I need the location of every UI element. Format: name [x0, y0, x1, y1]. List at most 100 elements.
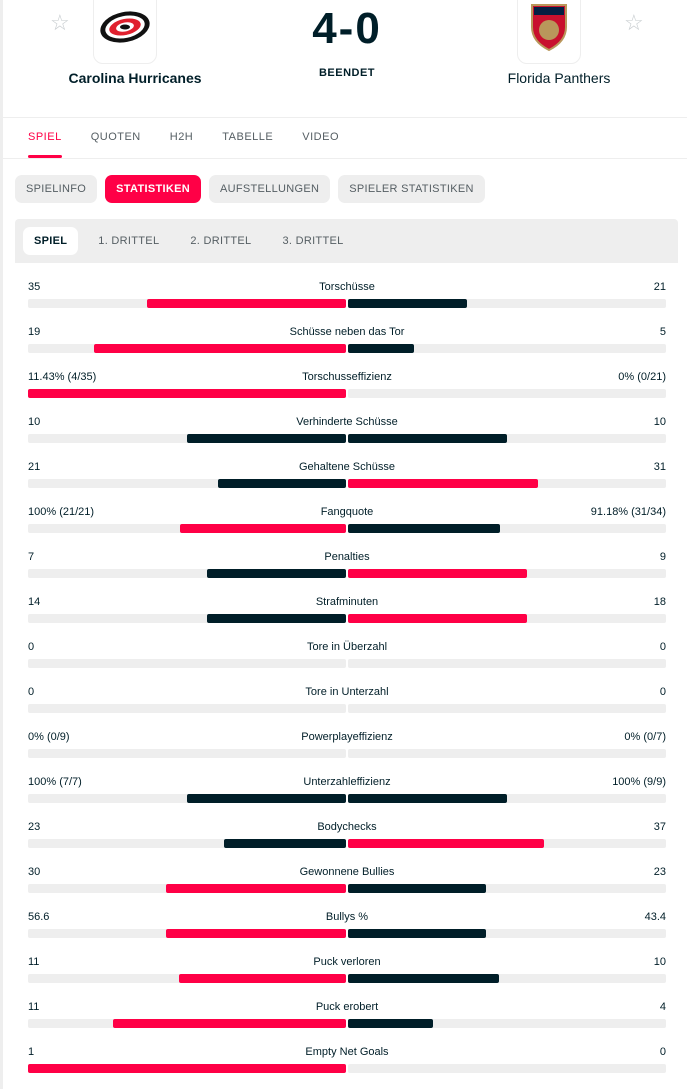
away-bar-track [348, 929, 666, 938]
home-value: 0 [28, 686, 35, 698]
away-value: 100% (9/9) [612, 776, 666, 788]
stat-name: Gewonnene Bullies [299, 866, 395, 878]
tab-h2h[interactable]: H2H [169, 131, 194, 143]
home-value: 10 [28, 416, 41, 428]
stats-list: 35 Torschüsse 21 19 Schüsse neben das To… [28, 280, 666, 1090]
away-value: 0% (0/7) [624, 731, 666, 743]
home-bar-fill [224, 839, 346, 848]
away-value: 37 [653, 821, 666, 833]
away-value: 0% (0/21) [618, 371, 666, 383]
home-bar-track [28, 1064, 346, 1073]
stat-name: Tore in Überzahl [306, 641, 388, 653]
away-bar-track [348, 974, 666, 983]
home-bar-track [28, 704, 346, 713]
stat-row: 0 Tore in Überzahl 0 [28, 640, 666, 685]
stat-row: 7 Penalties 9 [28, 550, 666, 595]
home-bar-fill [206, 569, 346, 578]
stat-row: 23 Bodychecks 37 [28, 820, 666, 865]
stat-row: 35 Torschüsse 21 [28, 280, 666, 325]
away-bar-fill [348, 794, 507, 803]
pill-statistiken[interactable]: STATISTIKEN [105, 175, 201, 203]
favorite-away-star-icon[interactable]: ☆ [624, 10, 644, 35]
home-bar-track [28, 389, 346, 398]
tab-tabelle[interactable]: TABELLE [222, 131, 274, 143]
divider [3, 117, 687, 118]
home-bar-track [28, 344, 346, 353]
home-bar-track [28, 839, 346, 848]
home-value: 11 [28, 956, 40, 968]
section-pills: SPIELINFO STATISTIKEN AUFSTELLUNGEN SPIE… [15, 175, 485, 203]
home-bar-track [28, 569, 346, 578]
stat-name: Fangquote [320, 506, 374, 518]
period-tab-3[interactable]: 3. DRITTEL [282, 235, 344, 247]
stat-name: Puck erobert [315, 1001, 379, 1013]
stat-name: Puck verloren [313, 956, 381, 968]
home-value: 100% (21/21) [28, 506, 95, 518]
home-bar-track [28, 974, 346, 983]
home-bar-track [28, 884, 346, 893]
favorite-home-star-icon[interactable]: ☆ [50, 10, 70, 35]
away-bar-fill [348, 524, 500, 533]
stat-name: Torschusseffizienz [302, 371, 392, 383]
tab-spiel[interactable]: SPIEL [28, 131, 62, 158]
tab-quoten[interactable]: QUOTEN [90, 131, 141, 143]
away-bar-track [348, 299, 666, 308]
home-value: 0% (0/9) [28, 731, 70, 743]
away-value: 23 [653, 866, 666, 878]
stat-row: 30 Gewonnene Bullies 23 [28, 865, 666, 910]
away-bar-fill [348, 614, 527, 623]
stat-row: 14 Strafminuten 18 [28, 595, 666, 640]
period-tab-spiel[interactable]: SPIEL [23, 227, 79, 255]
pill-spielinfo[interactable]: SPIELINFO [15, 175, 98, 203]
period-tab-1[interactable]: 1. DRITTEL [98, 235, 160, 247]
stat-name: Powerplayeffizienz [301, 731, 393, 743]
away-value: 21 [653, 281, 666, 293]
away-value: 91.18% (31/34) [590, 506, 666, 518]
away-bar-track [348, 659, 666, 668]
away-bar-fill [348, 569, 527, 578]
home-team-logo[interactable] [93, 0, 157, 64]
stat-name: Strafminuten [315, 596, 379, 608]
home-value: 35 [28, 281, 41, 293]
stat-row: 100% (7/7) Unterzahleffizienz 100% (9/9) [28, 775, 666, 820]
pill-aufstellungen[interactable]: AUFSTELLUNGEN [208, 175, 331, 203]
stat-row: 11 Puck verloren 10 [28, 955, 666, 1000]
tab-video[interactable]: VIDEO [302, 131, 339, 143]
stat-row: 19 Schüsse neben das Tor 5 [28, 325, 666, 370]
home-value: 7 [28, 551, 35, 563]
away-bar-track [348, 344, 666, 353]
page-border [0, 0, 3, 1089]
home-bar-track [28, 614, 346, 623]
away-bar-fill [348, 974, 500, 983]
home-bar-track [28, 479, 346, 488]
period-tabs: SPIEL 1. DRITTEL 2. DRITTEL 3. DRITTEL [15, 219, 678, 263]
pill-spieler-statistiken[interactable]: SPIELER STATISTIKEN [338, 175, 485, 203]
home-bar-fill [28, 1064, 346, 1073]
away-bar-track [348, 794, 666, 803]
home-bar-track [28, 1019, 346, 1028]
home-bar-track [28, 524, 346, 533]
away-bar-track [348, 1064, 666, 1073]
stat-name: Empty Net Goals [305, 1046, 389, 1058]
home-bar-track [28, 434, 346, 443]
hurricanes-logo-icon [100, 11, 150, 43]
away-bar-track [348, 569, 666, 578]
home-value: 100% (7/7) [28, 776, 82, 788]
main-tabs: SPIEL QUOTEN H2H TABELLE VIDEO [28, 131, 368, 158]
away-team-logo[interactable] [517, 0, 581, 64]
stat-row: 11.43% (4/35) Torschusseffizienz 0% (0/2… [28, 370, 666, 415]
home-bar-fill [112, 1019, 346, 1028]
away-bar-fill [348, 839, 545, 848]
home-bar-track [28, 929, 346, 938]
home-value: 30 [28, 866, 41, 878]
away-team-name[interactable]: Florida Panthers [507, 70, 611, 86]
home-team-name[interactable]: Carolina Hurricanes [68, 70, 202, 86]
stat-row: 100% (21/21) Fangquote 91.18% (31/34) [28, 505, 666, 550]
away-value: 43.4 [644, 911, 666, 923]
stat-name: Gehaltene Schüsse [298, 461, 395, 473]
period-tab-2[interactable]: 2. DRITTEL [190, 235, 252, 247]
stat-name: Tore in Unterzahl [305, 686, 389, 698]
away-bar-fill [348, 929, 486, 938]
away-value: 4 [659, 1001, 666, 1013]
stat-name: Bullys % [325, 911, 369, 923]
